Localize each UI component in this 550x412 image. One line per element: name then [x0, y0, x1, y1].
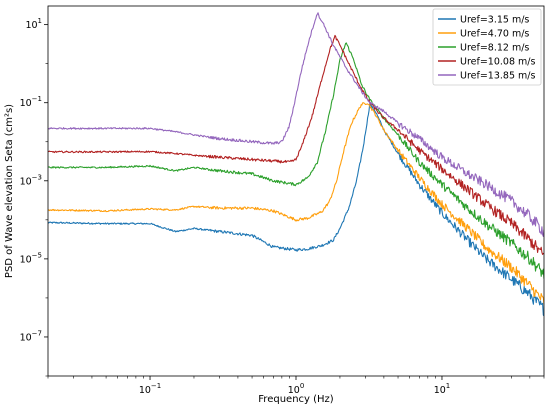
legend-entry: Uref=8.12 m/s	[460, 43, 529, 54]
legend-entry: Uref=13.85 m/s	[460, 71, 535, 82]
legend: Uref=3.15 m/s Uref=4.70 m/s Uref=8.12 m/s U…	[432, 8, 542, 86]
y-tick-label: 101	[25, 17, 42, 31]
x-tick-label: 10−1	[139, 382, 161, 396]
series-line	[48, 34, 544, 255]
y-tick-label: 10−5	[20, 251, 42, 265]
legend-entry: Uref=10.08 m/s	[460, 57, 535, 68]
legend-entry: Uref=4.70 m/s	[460, 29, 529, 40]
plot-lines	[48, 12, 544, 317]
x-tick-label: 100	[288, 382, 305, 396]
series-line	[48, 12, 544, 237]
series-line	[48, 103, 544, 317]
axis-ticks: 10−1 100 101 10−7 10−5 10−3 10−1 101	[20, 17, 545, 396]
y-tick-label: 10−1	[20, 95, 42, 109]
y-tick-label: 10−7	[20, 329, 42, 343]
legend-entry: Uref=3.15 m/s	[460, 15, 529, 26]
legend-box	[432, 8, 542, 86]
y-axis-label: PSD of Wave elevation Seta (cm²s)	[4, 104, 15, 278]
y-tick-label: 10−3	[20, 173, 42, 187]
series-line	[48, 102, 544, 305]
x-tick-label: 101	[434, 382, 451, 396]
series-line	[48, 42, 544, 279]
x-axis-label: Frequency (Hz)	[258, 394, 334, 405]
